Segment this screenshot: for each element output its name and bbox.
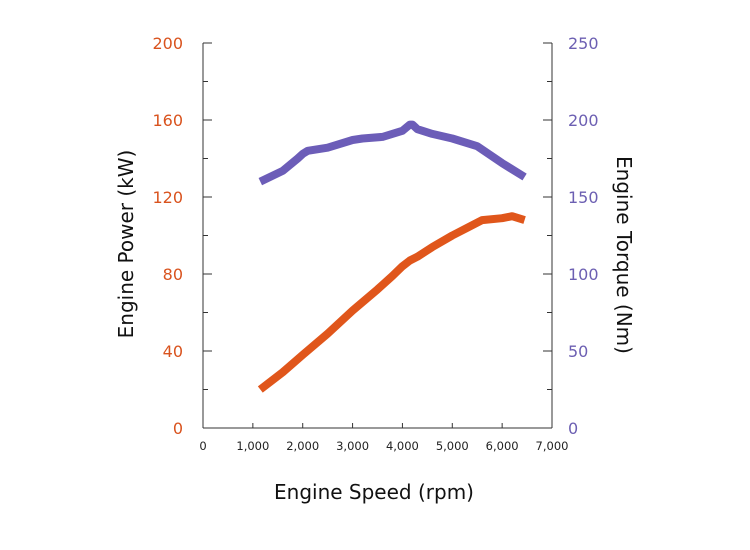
x-tick-label: 6,000 — [486, 439, 519, 453]
y-right-tick-label: 0 — [568, 419, 578, 438]
x-tick-label: 4,000 — [386, 439, 419, 453]
y-left-tick-label: 40 — [163, 342, 183, 361]
y-right-tick-label: 200 — [568, 111, 599, 130]
y-right-tick-label: 100 — [568, 265, 599, 284]
y-left-tick-label: 80 — [163, 265, 183, 284]
x-tick-label: 3,000 — [336, 439, 369, 453]
y-right-tick-label: 50 — [568, 342, 588, 361]
y-axis-left-title: Engine Power (kW) — [114, 150, 138, 339]
x-tick-label: 5,000 — [436, 439, 469, 453]
x-axis-title: Engine Speed (rpm) — [274, 480, 474, 504]
x-tick-label: 2,000 — [286, 439, 319, 453]
series-lines — [257, 120, 527, 393]
x-tick-label: 0 — [199, 439, 206, 453]
torque-series-line — [258, 120, 527, 186]
y-axis-right-title: Engine Torque (Nm) — [612, 156, 636, 354]
x-tick-label: 1,000 — [236, 439, 269, 453]
tick-labels: 0 40 80 120 160 200 0 50 100 150 200 250 0 1,000 2,000… — [152, 34, 598, 453]
axes — [202, 42, 553, 429]
y-left-tick-label: 160 — [152, 111, 183, 130]
y-right-tick-label: 150 — [568, 188, 599, 207]
y-left-tick-label: 0 — [173, 419, 183, 438]
y-left-tick-label: 120 — [152, 188, 183, 207]
x-tick-label: 7,000 — [536, 439, 569, 453]
y-left-tick-label: 200 — [152, 34, 183, 53]
y-right-tick-label: 250 — [568, 34, 599, 53]
power-series-line — [257, 212, 526, 393]
